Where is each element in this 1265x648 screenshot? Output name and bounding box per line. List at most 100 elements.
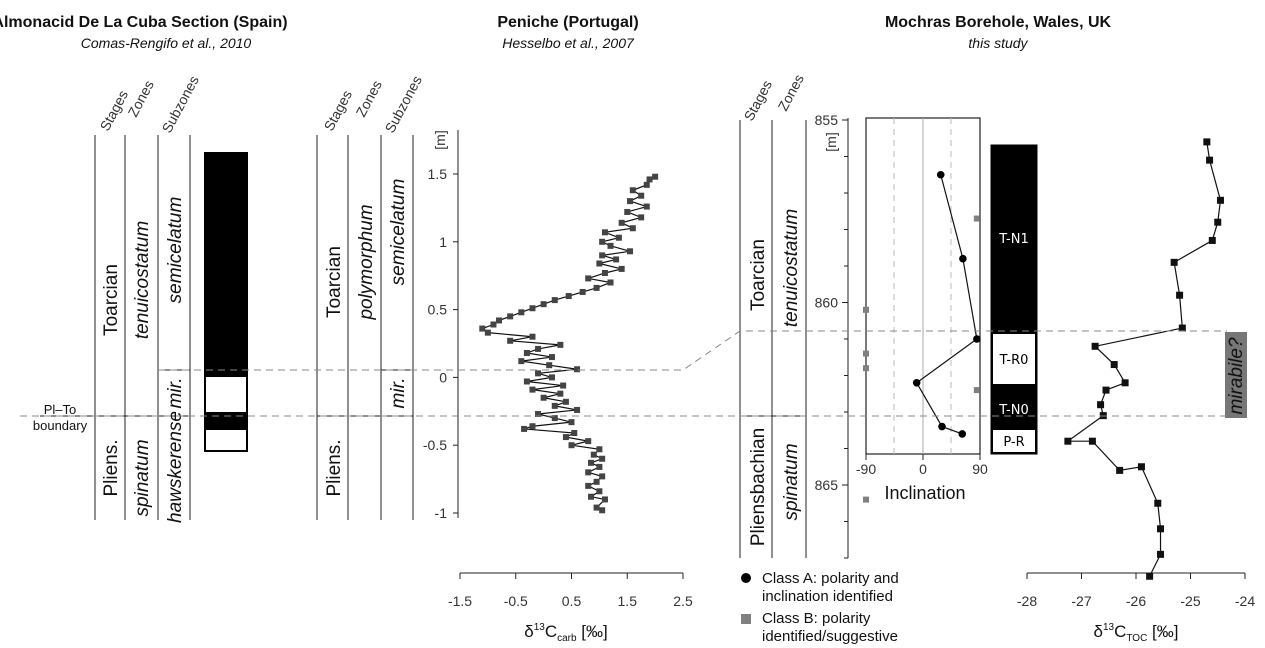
peniche-data-point: [548, 374, 555, 381]
peniche-data-point: [599, 455, 606, 462]
peniche-data-point: [551, 402, 558, 409]
mochras-reversed-p-r: [993, 430, 1035, 452]
peniche-data-point: [627, 248, 634, 255]
peniche-data-point: [585, 469, 592, 476]
mochras-column: Stages Zones Toarcian Pliensbachian tenu…: [739, 72, 807, 558]
peniche-data-point: [627, 198, 634, 205]
peniche-carbon-isotope-series: [479, 173, 659, 514]
peniche-data-point: [535, 411, 542, 418]
peniche-data-point: [551, 297, 558, 304]
peniche-data-point: [523, 349, 530, 356]
inclination-class-b-point: [973, 215, 980, 222]
peniche-data-point: [546, 362, 553, 369]
peniche-x-axis-label: δ13Ccarb [‰]: [524, 622, 608, 644]
peniche-x-axis: -1.5 -0.5 0.5 1.5 2.5 δ13Ccarb [‰]: [448, 572, 693, 644]
peniche-data-point: [629, 225, 636, 232]
boundary-label-line1: Pl–To: [44, 402, 77, 417]
peniche-x-tick-label: 1.5: [618, 593, 638, 609]
peniche-data-point: [643, 181, 650, 188]
peniche-x-tick-label: -1.5: [448, 593, 472, 609]
peniche-subzone-semicelatum: semicelatum: [388, 179, 409, 286]
peniche-data-point: [613, 256, 620, 263]
peniche-data-point: [523, 378, 530, 385]
peniche-data-point: [601, 269, 608, 276]
almonacid-zones-header: Zones: [125, 78, 157, 120]
peniche-data-point: [535, 370, 542, 377]
peniche-data-point: [574, 406, 581, 413]
peniche-data-point: [585, 438, 592, 445]
mochras-y-tick-label: 860: [815, 295, 839, 311]
mirabile-zone-marker: [1225, 332, 1247, 418]
mochras-x-axis-label: δ13CTOC [‰]: [1094, 622, 1179, 644]
peniche-data-point: [529, 386, 536, 393]
peniche-data-point: [599, 473, 606, 480]
toc-data-point: [1121, 379, 1129, 387]
mochras-stage-toarcian: Toarcian: [748, 239, 769, 311]
peniche-data-point: [518, 309, 525, 316]
toc-data-point: [1091, 342, 1099, 350]
peniche-subzone-mir: mir.: [388, 378, 409, 409]
inclination-class-b-point: [973, 387, 980, 394]
mochras-x-axis: -28 -27 -26 -25 -24 δ13CTOC [‰]: [1017, 572, 1255, 644]
inclination-label: Inclination: [884, 483, 965, 503]
inclination-class-b-point: [863, 365, 869, 372]
toc-data-point: [1206, 156, 1214, 164]
inclination-class-a-point: [936, 170, 945, 179]
mochras-polarity-bar: [990, 144, 1038, 455]
peniche-data-point: [646, 176, 653, 183]
toc-data-point: [1146, 572, 1154, 580]
peniche-x-tick-label: 0.5: [562, 593, 582, 609]
boundary-label-line2: boundary: [33, 418, 88, 433]
peniche-data-point: [568, 419, 575, 426]
polarity-label-t-n0: T-N0: [998, 403, 1028, 418]
toc-data-point: [1157, 525, 1165, 533]
almonacid-subzones-header: Subzones: [159, 73, 202, 136]
peniche-data-point: [568, 442, 575, 449]
toc-data-point: [1116, 466, 1124, 474]
toc-data-point: [1088, 437, 1096, 445]
peniche-data-point: [521, 425, 528, 432]
inclination-x-tick-label: 90: [972, 461, 988, 477]
legend-class-a-marker: [741, 573, 751, 583]
peniche-stage-toarcian: Toarcian: [324, 246, 345, 318]
peniche-data-point: [535, 345, 542, 352]
peniche-data-point: [479, 325, 486, 332]
peniche-stages-header: Stages: [321, 87, 356, 133]
peniche-data-point: [643, 203, 650, 210]
peniche-data-point: [529, 305, 536, 312]
legend-class-b-line2: identified/suggestive: [762, 628, 898, 645]
peniche-data-point: [638, 214, 645, 221]
peniche-data-point: [599, 252, 606, 259]
peniche-data-point: [507, 313, 514, 320]
mochras-zone-spinatum: spinatum: [781, 443, 802, 520]
mochras-reversed-t-r0: [993, 334, 1035, 384]
peniche-data-point: [629, 187, 636, 194]
peniche-y-tick-label: 0: [439, 369, 447, 385]
almonacid-zone-spinatum: spinatum: [132, 439, 153, 516]
legend-class-a-line2: inclination identified: [762, 588, 893, 605]
peniche-x-tick-label: 2.5: [673, 593, 693, 609]
mochras-y-tick-label: 865: [815, 477, 839, 493]
peniche-data-point: [588, 493, 595, 500]
peniche-data-point: [652, 173, 659, 180]
peniche-data-point: [507, 337, 514, 344]
almonacid-reversed-interval-upper: [206, 377, 246, 412]
toc-data-point: [1214, 218, 1222, 226]
peniche-data-point: [624, 208, 631, 215]
toc-x-tick-label: -25: [1180, 593, 1200, 609]
almonacid-stage-toarcian: Toarcian: [101, 264, 122, 336]
peniche-depth-unit: [m]: [432, 130, 448, 149]
almonacid-column: Stages Zones Subzones Toarcian Pliens. t…: [33, 73, 248, 523]
almonacid-reversed-interval-lower: [206, 430, 246, 450]
peniche-stage-pliens: Pliens.: [324, 439, 345, 496]
inclination-class-a-point: [938, 422, 946, 431]
inclination-class-a-point: [959, 254, 967, 263]
peniche-data-point: [599, 507, 606, 514]
toc-x-tick-label: -26: [1126, 593, 1146, 609]
peniche-zone-polymorphum: polymorphum: [356, 204, 377, 320]
peniche-data-point: [574, 366, 581, 373]
mochras-zone-tenuicostatum: tenuicostatum: [781, 209, 802, 327]
peniche-data-point: [560, 382, 567, 389]
polarity-label-t-r0: T-R0: [999, 353, 1029, 368]
